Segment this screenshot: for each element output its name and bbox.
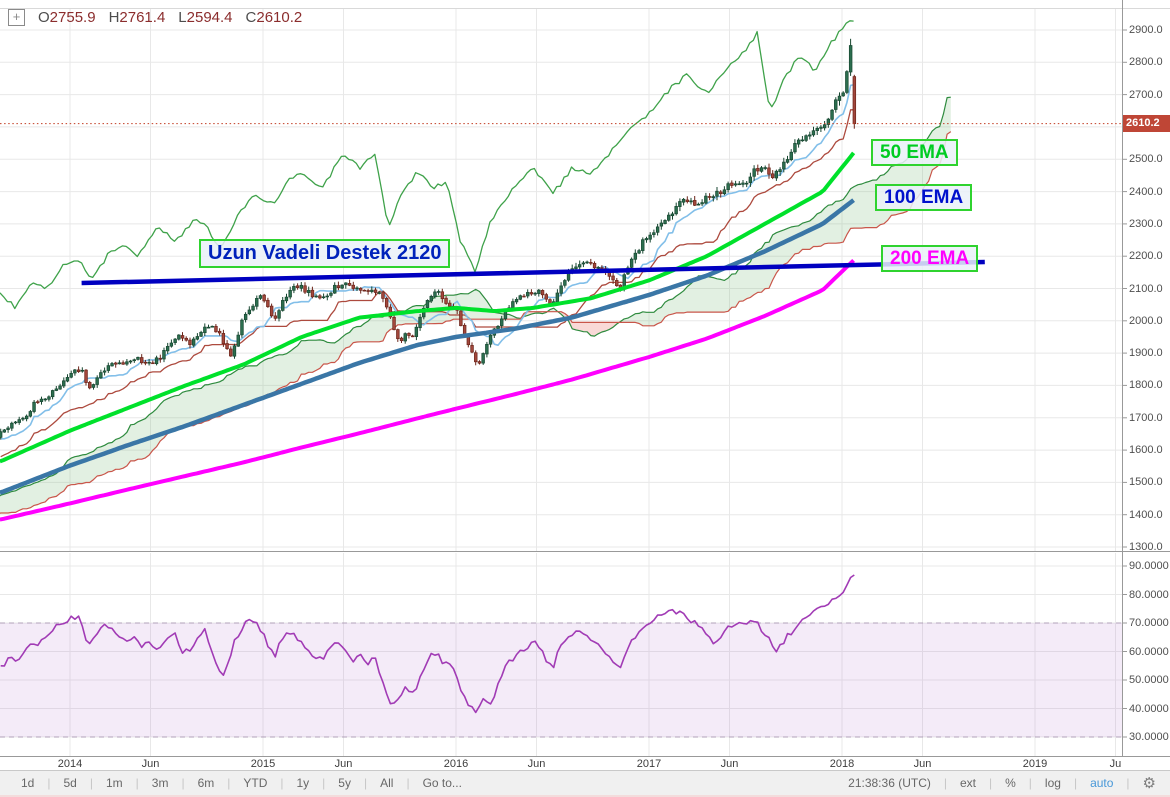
time-tick-label: Jun: [141, 758, 160, 770]
price-tick-label: 2900.0: [1129, 24, 1163, 36]
open-value: 2755.9: [49, 9, 96, 26]
price-tick-label: 70.0000: [1129, 617, 1169, 629]
high-label: H: [108, 9, 120, 26]
price-tick-label: 50.0000: [1129, 674, 1169, 686]
price-tick-label: 2200.0: [1129, 250, 1163, 263]
separator: |: [280, 776, 284, 790]
range-1d-button[interactable]: 1d: [21, 776, 35, 790]
percent-scale-button[interactable]: %: [1005, 776, 1016, 790]
time-tick-label: 2019: [1022, 758, 1048, 770]
range-1y-button[interactable]: 1y: [296, 776, 310, 790]
price-tick-label: 2800.0: [1129, 56, 1163, 69]
price-tick-label: 2700.0: [1129, 88, 1163, 101]
range-5d-button[interactable]: 5d: [63, 776, 77, 790]
separator: |: [943, 776, 947, 790]
range-6m-button[interactable]: 6m: [197, 776, 215, 790]
high-value: 2761.4: [119, 9, 166, 26]
price-tick-label: 1800.0: [1129, 379, 1163, 392]
range-ytd-button[interactable]: YTD: [243, 776, 268, 790]
price-tick-label: 1300.0: [1129, 541, 1163, 553]
time-tick-label: 2018: [829, 758, 855, 770]
separator: |: [1028, 776, 1032, 790]
ema50-label[interactable]: 50 EMA: [871, 139, 958, 166]
price-tick-label: 40.0000: [1129, 702, 1169, 715]
close-value: 2610.2: [256, 9, 303, 26]
ema100-label[interactable]: 100 EMA: [875, 184, 973, 211]
price-tick-label: 1500.0: [1129, 476, 1163, 489]
chart-plot-area[interactable]: [0, 0, 1170, 757]
price-tick-label: 1700.0: [1129, 411, 1163, 424]
low-label: L: [178, 9, 187, 26]
price-tick-label: 60.0000: [1129, 645, 1169, 658]
low-field: L 2594.4: [178, 9, 232, 26]
scale-controls: 21:38:36 (UTC) | ext | % | log | auto | …: [835, 774, 1170, 792]
price-tick-label: 2000.0: [1129, 314, 1163, 327]
separator: |: [227, 776, 231, 790]
range-5y-button[interactable]: 5y: [338, 776, 351, 790]
time-axis[interactable]: 2014 Jun 2015 Jun 2016 Jun 2017 Jun 2018 Jun 2019 J…: [0, 757, 1170, 770]
separator: |: [322, 776, 326, 790]
separator: |: [363, 776, 368, 790]
range-buttons: 1d | 5d | 1m | 3m | 6m | YTD | 1y | 5y |…: [0, 776, 475, 790]
time-tick-label: Jun: [334, 758, 353, 770]
price-tick-label: 80.0000: [1129, 588, 1169, 601]
time-tick-label: 2016: [443, 758, 469, 770]
log-scale-button[interactable]: log: [1044, 776, 1061, 790]
clock[interactable]: 21:38:36 (UTC): [848, 776, 931, 790]
time-tick-label: Jun: [720, 758, 739, 770]
extended-hours-button[interactable]: ext: [959, 776, 976, 790]
trendline-label[interactable]: Uzun Vadeli Destek 2120: [199, 239, 451, 268]
ohlc-legend: + O 2755.9 H 2761.4 L 2594.4 C 2610.2: [8, 9, 302, 26]
time-tick-label: Jun: [527, 758, 546, 770]
ema200-label[interactable]: 200 EMA: [881, 245, 979, 272]
separator: |: [47, 776, 51, 790]
open-label: O: [38, 9, 50, 26]
price-tick-label: 1600.0: [1129, 444, 1163, 457]
time-tick-label: 2014: [57, 758, 83, 770]
time-tick-label: 2015: [250, 758, 276, 770]
bottom-edge-strip: [0, 795, 1170, 797]
separator: |: [989, 776, 993, 790]
separator: |: [181, 776, 185, 790]
price-tick-label: 1400.0: [1129, 508, 1163, 521]
price-tick-label: 90.0000: [1129, 560, 1169, 572]
high-field: H 2761.4: [109, 9, 166, 26]
auto-scale-button[interactable]: auto: [1090, 776, 1114, 790]
goto-button[interactable]: Go to...: [422, 776, 462, 790]
settings-gear-icon[interactable]: ⚙: [1142, 775, 1156, 792]
time-tick-label: Ju: [1109, 758, 1122, 770]
time-tick-label: 2017: [636, 758, 662, 770]
price-tick-label: 1900.0: [1129, 347, 1163, 360]
compare-add-icon[interactable]: +: [8, 9, 25, 26]
low-value: 2594.4: [186, 9, 233, 26]
separator: |: [406, 776, 410, 790]
separator: |: [135, 776, 139, 790]
separator: |: [89, 776, 93, 790]
separator: |: [1073, 776, 1078, 790]
range-1m-button[interactable]: 1m: [105, 776, 123, 790]
close-label: C: [245, 9, 257, 26]
price-tick-label: 2400.0: [1129, 185, 1163, 198]
price-tick-label: 2500.0: [1129, 153, 1163, 166]
price-tick-label: 2100.0: [1129, 282, 1163, 295]
bottom-toolbar: 1d | 5d | 1m | 3m | 6m | YTD | 1y | 5y |…: [0, 770, 1170, 795]
range-all-button[interactable]: All: [380, 776, 394, 790]
separator: |: [1126, 776, 1130, 790]
range-3m-button[interactable]: 3m: [151, 776, 169, 790]
time-tick-label: Jun: [913, 758, 932, 770]
price-tick-label: 30.0000: [1129, 731, 1169, 743]
close-field: C 2610.2: [246, 9, 303, 26]
last-price-tag: 2610.2: [1123, 115, 1170, 132]
price-tick-label: 2300.0: [1129, 217, 1163, 230]
open-field: O 2755.9: [38, 9, 96, 26]
